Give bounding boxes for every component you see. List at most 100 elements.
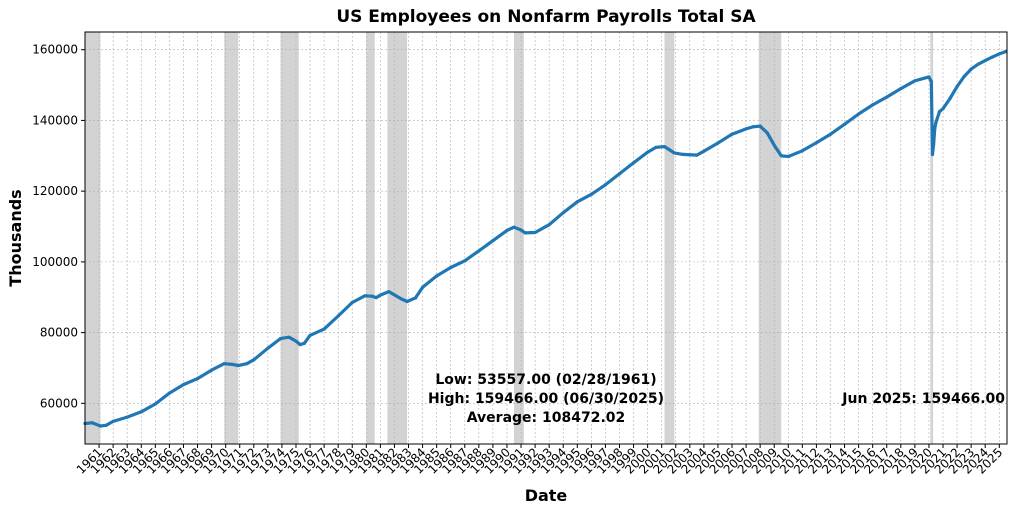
y-tick-label: 60000 bbox=[40, 396, 78, 410]
data-point bbox=[997, 52, 1001, 56]
y-axis-ticks: 60000 80000 100000 120000 140000 160000 bbox=[32, 43, 85, 410]
data-point bbox=[374, 295, 378, 300]
series bbox=[83, 49, 1008, 428]
recession-band bbox=[85, 32, 101, 444]
y-tick-label: 160000 bbox=[32, 43, 78, 57]
stat-latest: Jun 2025: 159466.00 bbox=[841, 391, 1005, 407]
data-point bbox=[871, 103, 875, 107]
data-point bbox=[561, 211, 565, 215]
data-point bbox=[336, 314, 340, 318]
stat-high: High: 159466.00 (06/30/2025) bbox=[428, 391, 664, 407]
data-point bbox=[302, 341, 307, 345]
y-tick-label: 120000 bbox=[32, 184, 78, 198]
data-point bbox=[435, 274, 439, 278]
data-point bbox=[308, 333, 312, 338]
data-point bbox=[231, 362, 235, 367]
data-point bbox=[449, 265, 453, 270]
data-point bbox=[814, 141, 819, 145]
y-tick-label: 80000 bbox=[40, 326, 78, 340]
data-point bbox=[491, 239, 495, 243]
recession-bands bbox=[85, 32, 934, 444]
data-point bbox=[842, 122, 847, 126]
data-point bbox=[252, 358, 256, 362]
data-point bbox=[363, 294, 367, 298]
data-point bbox=[245, 362, 249, 366]
data-point bbox=[716, 141, 720, 145]
data-point bbox=[983, 59, 987, 63]
y-tick-label: 140000 bbox=[32, 113, 78, 127]
data-point bbox=[322, 327, 326, 331]
data-point bbox=[990, 55, 994, 59]
data-point bbox=[885, 95, 889, 99]
data-point bbox=[730, 132, 734, 136]
chart-title: US Employees on Nonfarm Payrolls Total S… bbox=[336, 7, 756, 27]
data-point bbox=[399, 297, 404, 301]
data-point bbox=[266, 346, 270, 350]
data-point bbox=[350, 300, 354, 305]
data-point bbox=[405, 299, 409, 304]
data-point bbox=[955, 84, 959, 89]
data-point bbox=[413, 296, 418, 300]
data-point bbox=[931, 142, 936, 147]
recession-band bbox=[224, 32, 239, 444]
data-point bbox=[758, 124, 762, 128]
data-point bbox=[104, 423, 108, 427]
data-point bbox=[913, 79, 917, 83]
data-point bbox=[779, 154, 783, 158]
x-axis-ticks: 1961196219631964196519661967196819691970… bbox=[74, 444, 1005, 477]
y-axis-label: Thousands bbox=[6, 189, 25, 286]
data-point bbox=[153, 402, 157, 406]
data-point bbox=[899, 86, 903, 91]
data-point bbox=[631, 161, 636, 165]
data-point bbox=[236, 363, 240, 368]
data-point bbox=[547, 223, 551, 227]
data-point bbox=[589, 192, 593, 196]
recession-band bbox=[387, 32, 408, 444]
data-point bbox=[111, 419, 115, 423]
recession-band bbox=[366, 32, 375, 444]
data-point bbox=[976, 62, 980, 66]
y-tick-label: 100000 bbox=[32, 255, 78, 269]
recession-band bbox=[758, 32, 782, 444]
data-point bbox=[948, 96, 952, 101]
data-point bbox=[800, 149, 804, 153]
data-point bbox=[962, 74, 966, 79]
series-line bbox=[83, 49, 1008, 428]
data-point bbox=[420, 285, 425, 289]
data-point bbox=[181, 382, 186, 387]
data-point bbox=[287, 335, 291, 339]
data-point bbox=[298, 343, 302, 347]
data-point bbox=[930, 152, 935, 156]
data-point bbox=[167, 391, 171, 395]
data-point bbox=[387, 289, 391, 294]
recession-band bbox=[930, 32, 934, 444]
data-point bbox=[512, 225, 516, 229]
data-point bbox=[378, 293, 382, 297]
data-point bbox=[463, 259, 467, 263]
grid bbox=[85, 32, 1007, 444]
data-point bbox=[857, 112, 861, 116]
data-point bbox=[672, 151, 676, 155]
data-point bbox=[646, 150, 650, 154]
data-point bbox=[751, 125, 755, 129]
data-point bbox=[765, 131, 769, 135]
data-point bbox=[195, 376, 200, 381]
data-point bbox=[654, 145, 658, 149]
data-point bbox=[98, 424, 103, 428]
data-point bbox=[969, 67, 973, 71]
data-point bbox=[139, 410, 143, 414]
data-point bbox=[222, 362, 226, 366]
data-point bbox=[278, 337, 283, 341]
data-point bbox=[681, 152, 685, 156]
stat-low: Low: 53557.00 (02/28/1961) bbox=[435, 372, 656, 388]
data-point bbox=[941, 107, 945, 111]
data-point bbox=[934, 120, 938, 124]
data-point bbox=[702, 149, 706, 153]
plot-frame bbox=[84, 31, 1008, 445]
data-point bbox=[294, 339, 298, 343]
data-point bbox=[370, 294, 374, 298]
data-point bbox=[927, 75, 931, 79]
x-axis-label: Date bbox=[525, 486, 568, 505]
data-point bbox=[523, 231, 527, 235]
data-point bbox=[533, 230, 537, 235]
